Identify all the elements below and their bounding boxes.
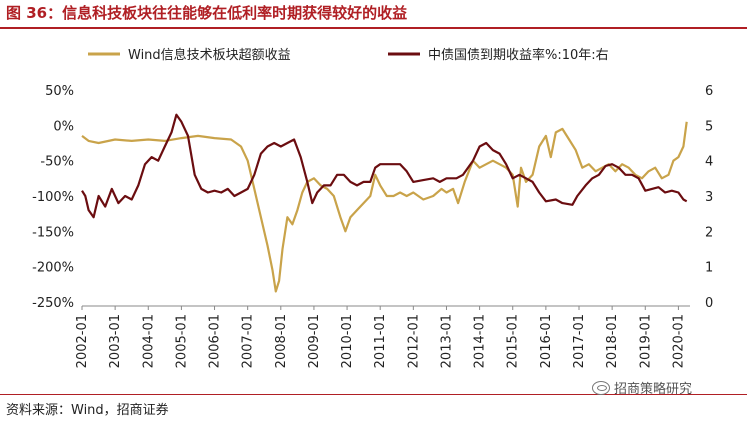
y-right-tick-label: 6 bbox=[705, 84, 713, 99]
x-tick-label: 2007-01 bbox=[241, 314, 256, 368]
x-tick-label: 2013-01 bbox=[439, 314, 454, 368]
y-left-tick-label: -100% bbox=[32, 190, 74, 205]
x-tick-label: 2016-01 bbox=[539, 314, 554, 368]
x-tick-label: 2003-01 bbox=[108, 314, 123, 368]
x-tick-label: 2011-01 bbox=[373, 314, 388, 368]
wechat-icon bbox=[592, 380, 610, 395]
x-tick-label: 2018-01 bbox=[605, 314, 620, 368]
y-left-tick-label: 50% bbox=[45, 84, 74, 99]
x-tick-label: 2014-01 bbox=[473, 314, 488, 368]
y-left-tick-label: 0% bbox=[53, 119, 74, 134]
x-tick-label: 2012-01 bbox=[406, 314, 421, 368]
y-right-tick-label: 4 bbox=[705, 155, 713, 170]
y-right-tick-label: 1 bbox=[705, 261, 713, 276]
watermark: 招商策略研究 bbox=[592, 378, 692, 397]
x-tick-label: 2006-01 bbox=[208, 314, 223, 368]
y-right-tick-label: 0 bbox=[705, 296, 713, 311]
series-yield-line bbox=[81, 113, 688, 219]
y-left-tick-label: -150% bbox=[32, 225, 74, 240]
series-excess-return-line bbox=[81, 121, 688, 293]
x-tick-label: 2017-01 bbox=[572, 314, 587, 368]
x-tick-label: 2020-01 bbox=[671, 314, 686, 368]
line-chart: 50% 0% -50% -100% -150% -200% -250% 6 5 4 3 2 1 0 2002… bbox=[32, 47, 713, 368]
legend-label: Wind信息技术板块超额收益 bbox=[128, 47, 291, 63]
y-right-tick-label: 5 bbox=[705, 119, 713, 134]
x-tick-label: 2009-01 bbox=[307, 314, 322, 368]
y-left-tick-label: -200% bbox=[32, 261, 74, 276]
watermark-text: 招商策略研究 bbox=[614, 382, 693, 397]
legend-label: 中债国债到期收益率%:10年:右 bbox=[428, 47, 609, 63]
y-left-tick-label: -250% bbox=[32, 296, 74, 311]
chart-title: 图 36：信息科技板块往往能够在低利率时期获得较好的收益 bbox=[6, 4, 408, 22]
x-tick-label: 2005-01 bbox=[174, 314, 189, 368]
source-note: 资料来源：Wind，招商证券 bbox=[6, 403, 169, 418]
x-tick-label: 2010-01 bbox=[340, 314, 355, 368]
footer-divider bbox=[0, 394, 747, 395]
x-tick-label: 2015-01 bbox=[506, 314, 521, 368]
x-tick-label: 2002-01 bbox=[75, 314, 90, 368]
x-tick-label: 2008-01 bbox=[274, 314, 289, 368]
y-left-tick-label: -50% bbox=[40, 155, 74, 170]
x-tick-label: 2019-01 bbox=[638, 314, 653, 368]
title-divider bbox=[0, 27, 747, 29]
y-right-tick-label: 2 bbox=[705, 225, 713, 240]
x-tick-label: 2004-01 bbox=[141, 314, 156, 368]
y-right-tick-label: 3 bbox=[705, 190, 713, 205]
